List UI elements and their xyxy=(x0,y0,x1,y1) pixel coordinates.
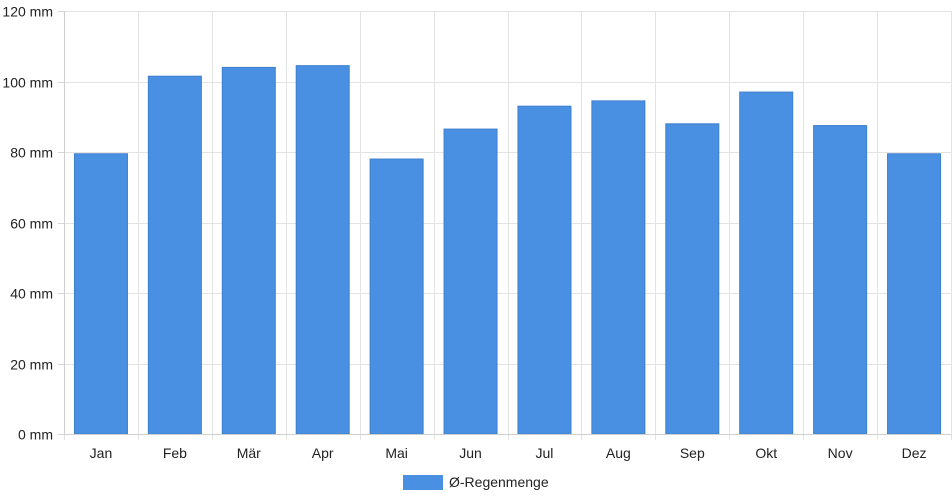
y-tick-label: 40 mm xyxy=(10,286,53,302)
bar-mär[interactable] xyxy=(221,66,276,435)
x-tick-label-mai: Mai xyxy=(385,445,408,461)
x-tick-label-aug: Aug xyxy=(606,445,631,461)
x-tick-label-sep: Sep xyxy=(680,445,705,461)
bar-okt[interactable] xyxy=(739,91,794,435)
x-tick-label-jun: Jun xyxy=(459,445,482,461)
bar-sep[interactable] xyxy=(665,123,720,435)
grid xyxy=(64,11,952,440)
y-tick-label: 60 mm xyxy=(10,216,53,232)
x-tick-label-feb: Feb xyxy=(163,445,187,461)
x-tick-label-apr: Apr xyxy=(312,445,334,461)
bar-aug[interactable] xyxy=(591,100,646,435)
legend-label[interactable]: Ø-Regenmenge xyxy=(449,474,549,490)
y-axis-ticks: 0 mm 20 mm 40 mm 60 mm 80 mm 100 mm 120 mm xyxy=(2,4,64,443)
x-tick-label-dez: Dez xyxy=(902,445,927,461)
bar-jan[interactable] xyxy=(73,153,128,435)
y-tick-label: 80 mm xyxy=(10,145,53,161)
bar-jun[interactable] xyxy=(443,128,498,435)
bars xyxy=(73,65,942,435)
bar-mai[interactable] xyxy=(369,158,424,435)
bar-nov[interactable] xyxy=(813,125,868,435)
legend[interactable]: Ø-Regenmenge xyxy=(403,474,549,490)
y-tick-label: 0 mm xyxy=(18,427,53,443)
x-tick-label-okt: Okt xyxy=(755,445,777,461)
x-tick-label-nov: Nov xyxy=(828,445,853,461)
bar-apr[interactable] xyxy=(295,65,350,435)
y-tick-label: 100 mm xyxy=(2,75,53,91)
legend-swatch[interactable] xyxy=(403,475,443,490)
x-axis-ticks: Jan Feb Mär Apr Mai Jun Jul Aug Sep Okt Nov Dez xyxy=(90,445,927,461)
x-tick-label-jan: Jan xyxy=(90,445,113,461)
y-tick-label: 120 mm xyxy=(2,4,53,20)
x-tick-label-jul: Jul xyxy=(536,445,554,461)
bar-dez[interactable] xyxy=(887,153,942,435)
y-tick-label: 20 mm xyxy=(10,357,53,373)
x-tick-label-mär: Mär xyxy=(237,445,261,461)
bar-feb[interactable] xyxy=(147,75,202,435)
axes xyxy=(64,11,951,435)
bar-jul[interactable] xyxy=(517,105,572,435)
